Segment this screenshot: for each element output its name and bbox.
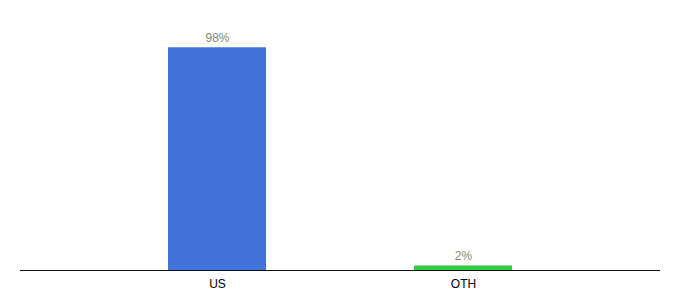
- svg-text:US: US: [209, 277, 226, 291]
- svg-text:OTH: OTH: [451, 277, 476, 291]
- svg-text:98%: 98%: [205, 31, 229, 45]
- svg-text:2%: 2%: [455, 249, 473, 263]
